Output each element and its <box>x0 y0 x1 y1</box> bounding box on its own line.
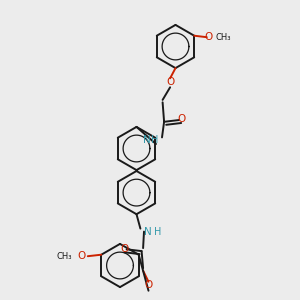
Text: N: N <box>144 226 152 237</box>
Text: O: O <box>205 32 213 42</box>
Text: O: O <box>166 77 174 87</box>
Text: H: H <box>152 135 159 146</box>
Text: N: N <box>143 135 151 146</box>
Text: CH₃: CH₃ <box>57 252 72 261</box>
Text: O: O <box>144 280 153 290</box>
Text: CH₃: CH₃ <box>216 33 231 42</box>
Text: O: O <box>120 244 128 254</box>
Text: H: H <box>154 226 161 237</box>
Text: O: O <box>77 251 86 261</box>
Text: O: O <box>177 114 186 124</box>
